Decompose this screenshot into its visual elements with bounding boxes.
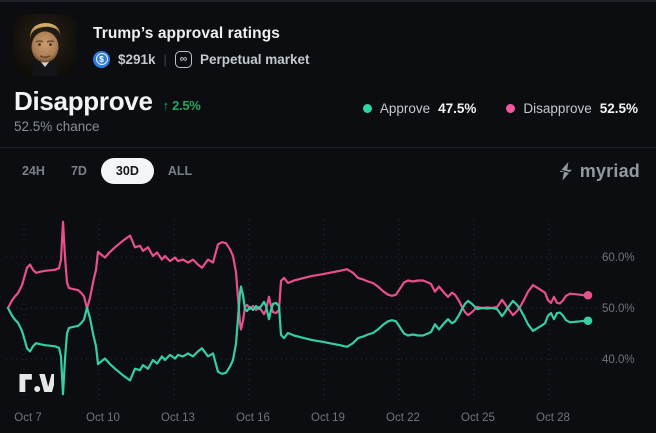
market-type-label: Perpetual market <box>199 51 310 67</box>
legend-item-approve[interactable]: Approve 47.5% <box>362 101 477 116</box>
trump-portrait-image <box>14 14 76 76</box>
myriad-logo[interactable]: myriad <box>558 161 640 182</box>
myriad-wordmark: myriad <box>579 160 640 181</box>
outcome-label: Disapprove <box>14 86 153 116</box>
svg-text:Oct 16: Oct 16 <box>236 412 270 424</box>
svg-text:60.0%: 60.0% <box>602 252 635 264</box>
market-volume: $291k <box>118 51 156 67</box>
outcome-change: ↑ 2.5% <box>163 99 201 113</box>
dollar-glyph: $ <box>99 53 104 64</box>
svg-text:40.0%: 40.0% <box>602 354 635 366</box>
section-divider <box>0 147 656 149</box>
up-arrow-icon: ↑ <box>162 98 170 113</box>
svg-text:50.0%: 50.0% <box>602 303 635 315</box>
legend-approve-value: 47.5% <box>438 101 477 116</box>
svg-text:Oct 19: Oct 19 <box>311 412 345 424</box>
tab-all[interactable]: ALL <box>167 164 193 179</box>
outcome-name: Disapprove ↑ 2.5% <box>14 86 201 116</box>
legend-disapprove-label: Disapprove <box>523 101 592 116</box>
outcome-chance: 52.5% chance <box>14 119 100 135</box>
infinity-glyph: ∞ <box>179 52 188 65</box>
time-range-tabs: 24H 7D 30D ALL <box>10 158 204 185</box>
tab-24h[interactable]: 24H <box>22 164 45 179</box>
tab-30d[interactable]: 30D <box>100 158 154 185</box>
myriad-bolt-icon <box>559 161 572 181</box>
usdc-coin-icon: $ <box>93 50 110 68</box>
svg-text:Oct 10: Oct 10 <box>86 412 120 424</box>
legend-disapprove-value: 52.5% <box>599 101 638 116</box>
approve-dot-icon <box>362 104 372 113</box>
svg-text:Oct 13: Oct 13 <box>161 412 195 424</box>
market-title: Trump’s approval ratings <box>93 24 281 42</box>
svg-text:Oct 28: Oct 28 <box>536 412 570 424</box>
svg-text:Oct 7: Oct 7 <box>14 412 41 424</box>
legend-item-disapprove[interactable]: Disapprove 52.5% <box>506 101 638 116</box>
infinity-icon: ∞ <box>174 50 192 68</box>
meta-divider: | <box>163 51 167 67</box>
disapprove-dot-icon <box>506 104 516 113</box>
tradingview-logo[interactable] <box>18 372 54 394</box>
market-header: Trump’s approval ratings $ $291k | ∞ Per… <box>0 2 656 76</box>
svg-text:Oct 22: Oct 22 <box>386 412 420 424</box>
chart-legend: Approve 47.5% Disapprove 52.5% <box>362 101 640 116</box>
svg-text:Oct 25: Oct 25 <box>461 412 495 424</box>
market-avatar <box>14 14 76 76</box>
change-value: 2.5% <box>172 98 201 113</box>
tab-7d[interactable]: 7D <box>70 164 87 179</box>
legend-approve-label: Approve <box>379 101 431 116</box>
